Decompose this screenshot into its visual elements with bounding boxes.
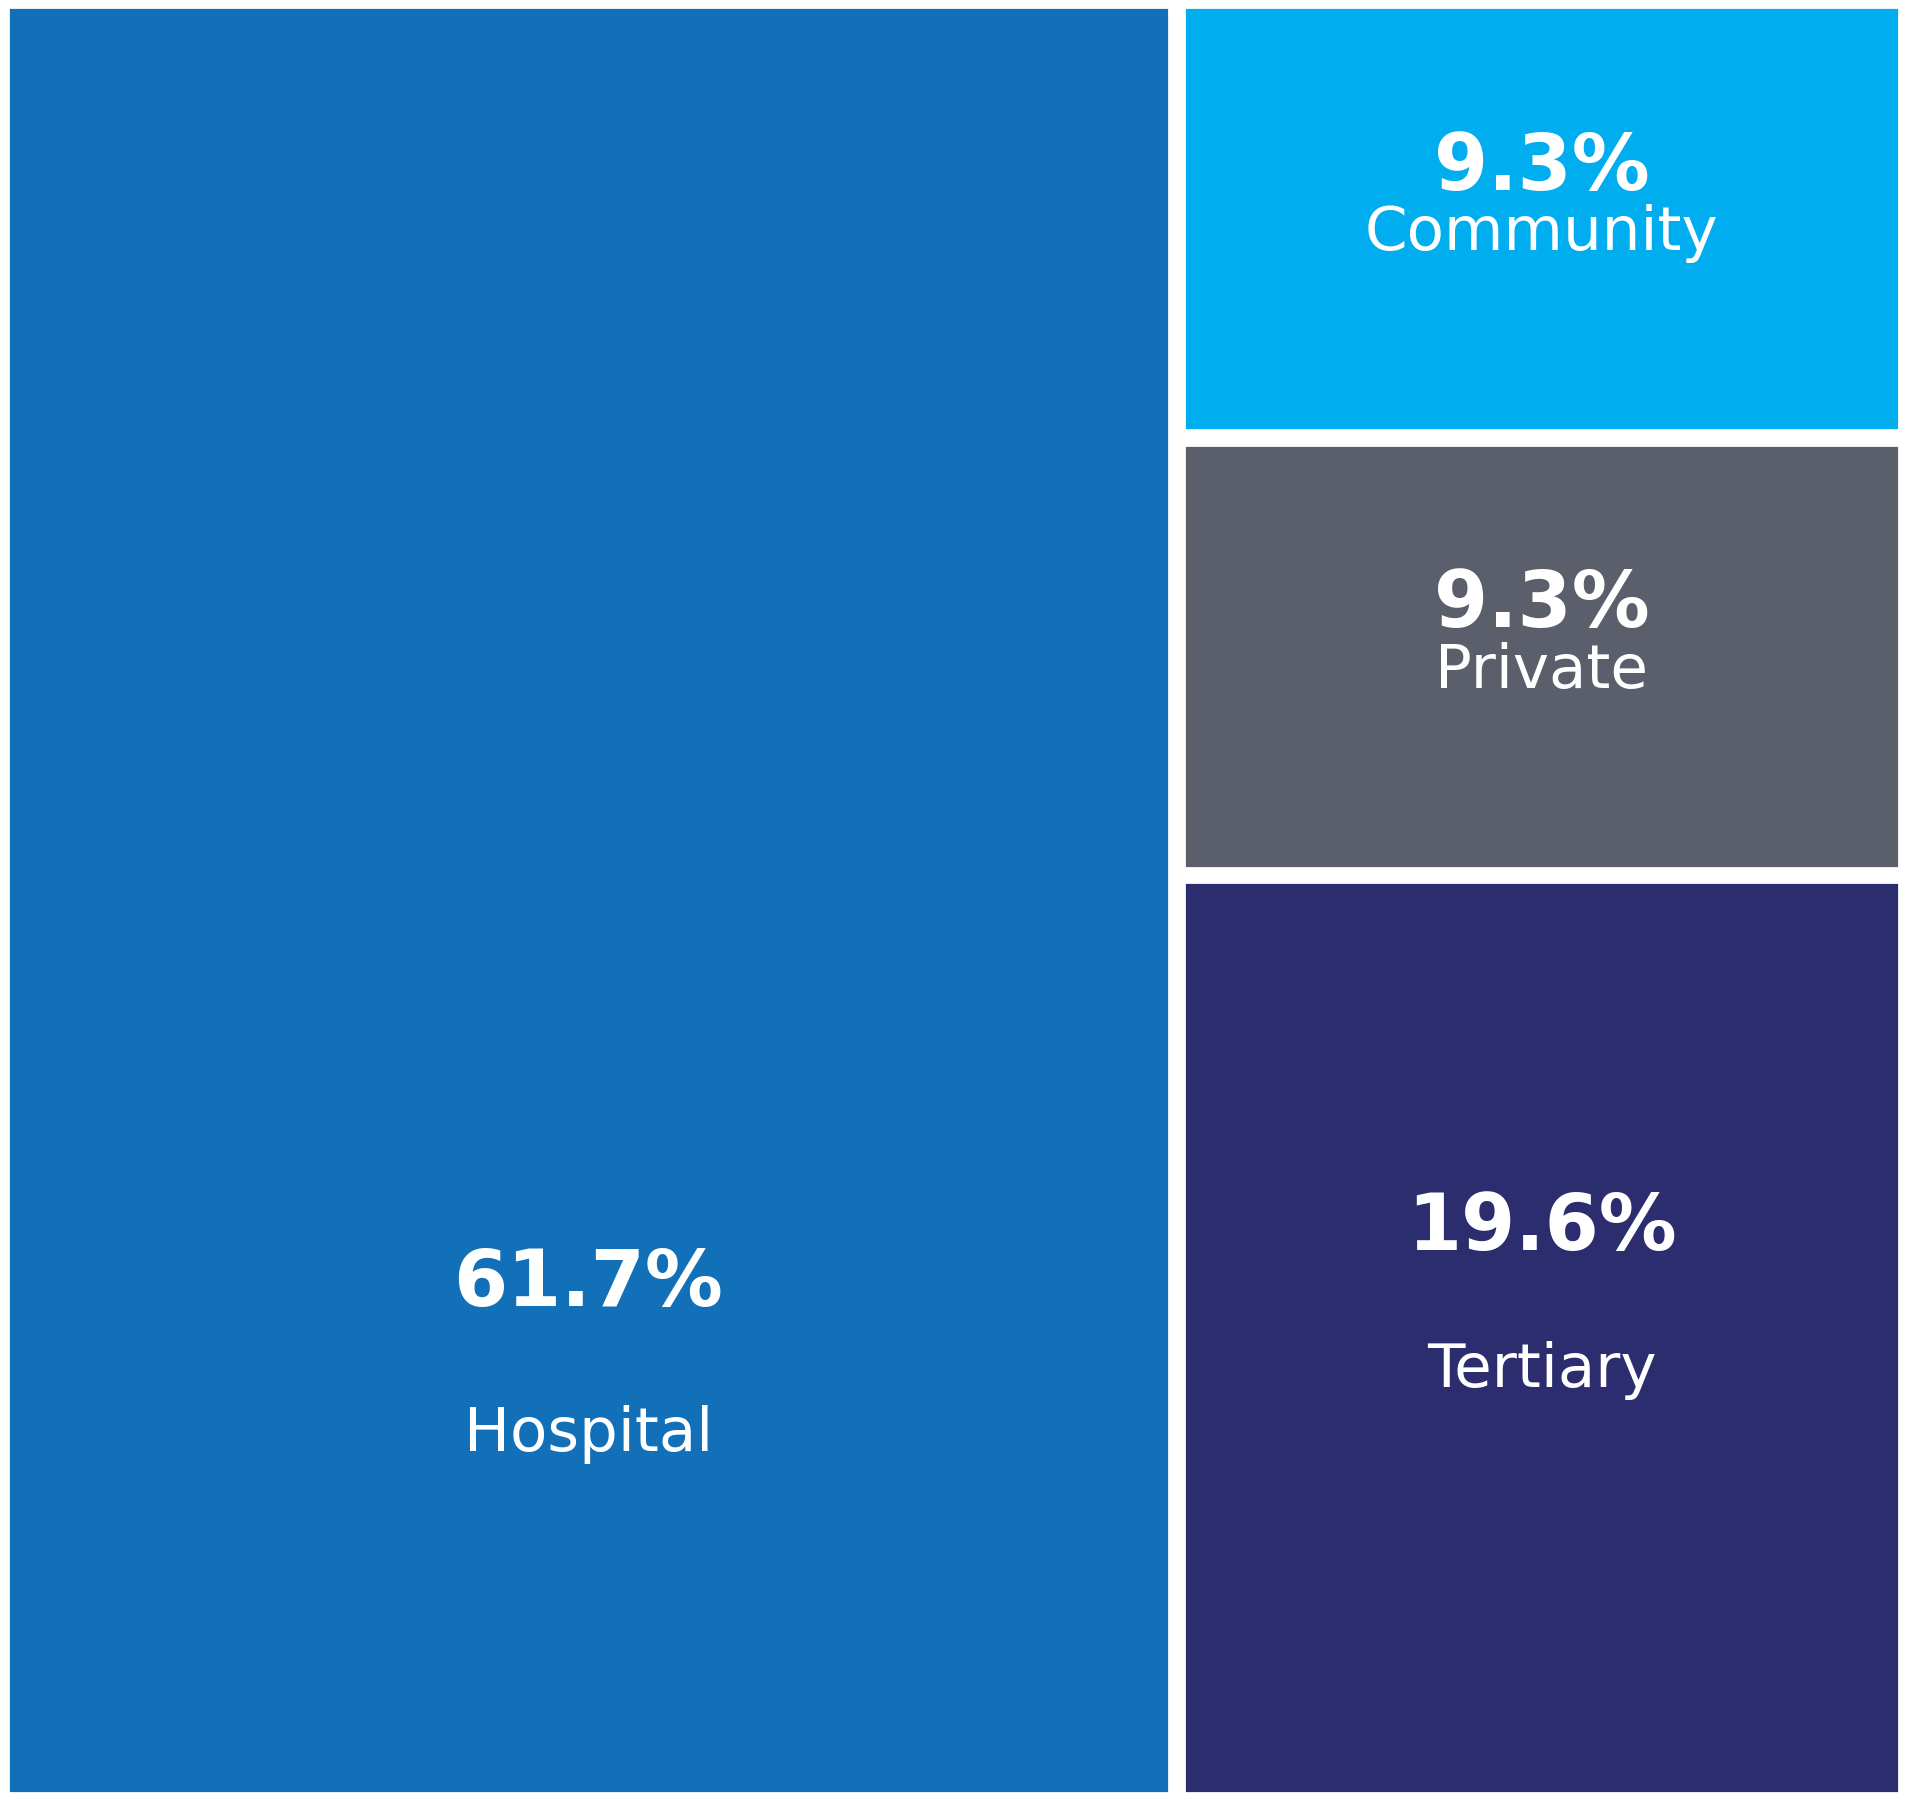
Text: Tertiary: Tertiary <box>1426 1341 1657 1400</box>
Text: 9.3%: 9.3% <box>1434 130 1650 205</box>
Text: 61.7%: 61.7% <box>454 1246 723 1321</box>
Text: Community: Community <box>1365 205 1718 263</box>
FancyBboxPatch shape <box>1184 882 1899 1793</box>
FancyBboxPatch shape <box>8 7 1169 1793</box>
FancyBboxPatch shape <box>1184 7 1899 430</box>
Text: 9.3%: 9.3% <box>1434 567 1650 643</box>
Text: 19.6%: 19.6% <box>1407 1190 1676 1265</box>
Text: Hospital: Hospital <box>463 1406 713 1463</box>
Text: Private: Private <box>1436 643 1648 700</box>
FancyBboxPatch shape <box>1184 445 1899 868</box>
